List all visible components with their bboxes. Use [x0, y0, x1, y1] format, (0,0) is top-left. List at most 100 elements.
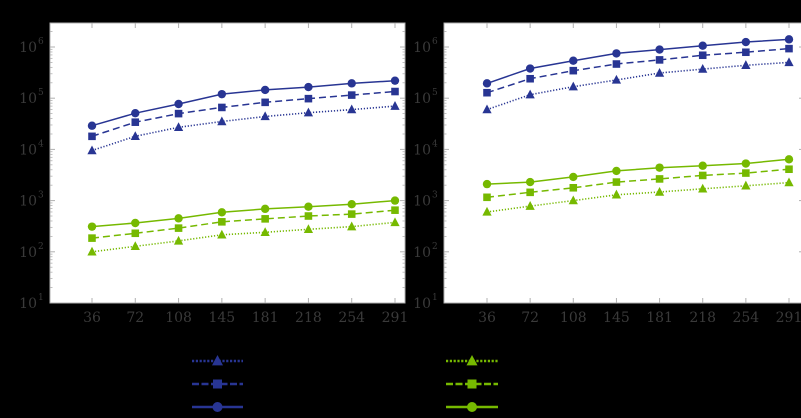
legend-entry-blue-circle: [192, 402, 243, 412]
marker-square-icon: [261, 98, 269, 107]
marker-triangle-icon: [654, 186, 665, 196]
series-line: [91, 209, 396, 239]
marker-circle-icon: [347, 79, 356, 88]
y-tick-exponent: 3: [432, 191, 438, 201]
marker-circle-icon: [612, 49, 621, 58]
marker-triangle-icon: [611, 74, 622, 84]
x-tick-label: 254: [732, 310, 759, 326]
series-line: [91, 79, 396, 127]
marker-circle-icon: [390, 76, 400, 85]
marker-circle-icon: [217, 89, 227, 99]
y-tick-label: 10: [413, 91, 431, 107]
series-blue-square-dashed: [88, 87, 399, 141]
marker-square-icon: [131, 118, 140, 126]
y-tick-label: 10: [19, 91, 37, 107]
marker-square-icon: [218, 103, 226, 112]
y-tick-label: 10: [413, 296, 431, 312]
marker-triangle-icon: [390, 217, 400, 227]
marker-triangle-icon: [741, 180, 751, 190]
legend: [192, 354, 498, 412]
legend-entry-green-circle: [446, 402, 498, 412]
series-green-circle-solid: [482, 155, 794, 189]
y-tick-label: 10: [413, 40, 431, 56]
series-green-circle-solid: [87, 196, 400, 231]
series-line: [486, 181, 790, 213]
series-line: [486, 168, 790, 199]
marker-triangle-icon: [525, 201, 535, 210]
marker-circle-icon: [612, 166, 621, 176]
marker-triangle-icon: [568, 195, 578, 205]
x-tick-label: 291: [382, 310, 409, 326]
y-tick-label: 10: [413, 142, 431, 158]
marker-square-icon: [483, 88, 491, 97]
legend-entry-blue-square: [192, 379, 243, 389]
marker-circle-icon: [784, 155, 794, 164]
y-tick-exponent: 6: [432, 37, 438, 47]
marker-square-icon: [174, 109, 183, 118]
marker-square-icon: [526, 74, 534, 83]
marker-circle-icon: [569, 56, 578, 65]
x-tick-label: 218: [689, 310, 716, 326]
series-line: [91, 199, 396, 228]
x-tick-label: 72: [126, 310, 144, 326]
marker-triangle-icon: [390, 101, 400, 110]
marker-square-icon: [612, 178, 621, 186]
y-tick-exponent: 3: [38, 191, 44, 201]
marker-circle-icon: [304, 82, 313, 92]
marker-triangle-icon: [212, 354, 223, 366]
marker-triangle-icon: [130, 241, 140, 251]
marker-triangle-icon: [568, 81, 578, 91]
marker-triangle-icon: [698, 64, 708, 73]
marker-square-icon: [655, 56, 664, 64]
series-green-square-dashed: [88, 206, 399, 242]
marker-circle-icon: [131, 108, 140, 118]
marker-square-icon: [526, 188, 534, 197]
y-tick-exponent: 1: [432, 293, 438, 303]
marker-circle-icon: [304, 202, 313, 211]
y-tick-exponent: 5: [432, 88, 438, 98]
y-tick-label: 10: [19, 40, 37, 56]
marker-triangle-icon: [173, 122, 184, 132]
series-line: [486, 158, 790, 185]
x-tick-label: 36: [83, 310, 101, 326]
x-axis: 36 72 108 145 181 218 254 291: [478, 23, 801, 326]
x-tick-label: 145: [603, 310, 630, 326]
marker-circle-icon: [784, 35, 794, 44]
marker-square-icon: [483, 193, 491, 202]
legend-entry-blue-triangle: [192, 354, 243, 366]
marker-circle-icon: [390, 196, 400, 205]
marker-triangle-icon: [260, 227, 270, 237]
plot-area: [49, 22, 406, 304]
marker-triangle-icon: [482, 206, 492, 216]
marker-square-icon: [218, 218, 226, 226]
marker-circle-icon: [467, 402, 477, 412]
marker-triangle-icon: [217, 116, 227, 126]
marker-circle-icon: [87, 121, 97, 130]
marker-square-icon: [785, 44, 793, 53]
y-tick-exponent: 2: [38, 242, 44, 252]
marker-circle-icon: [260, 85, 270, 95]
marker-circle-icon: [698, 41, 707, 50]
marker-square-icon: [569, 183, 578, 192]
marker-triangle-icon: [698, 183, 708, 193]
series-blue-triangle-dotted: [482, 57, 794, 114]
y-tick-exponent: 5: [38, 88, 44, 98]
marker-square-icon: [612, 60, 621, 68]
marker-triangle-icon: [347, 221, 357, 231]
y-tick-label: 10: [19, 296, 37, 312]
x-tick-label: 108: [560, 310, 587, 326]
series-green-square-dashed: [483, 165, 793, 202]
marker-circle-icon: [347, 200, 356, 209]
marker-square-icon: [88, 234, 96, 242]
marker-square-icon: [88, 132, 96, 141]
marker-triangle-icon: [173, 235, 184, 245]
marker-triangle-icon: [611, 189, 622, 199]
y-tick-exponent: 6: [38, 37, 44, 47]
marker-square-icon: [698, 51, 707, 60]
marker-square-icon: [347, 210, 356, 218]
marker-triangle-icon: [303, 107, 314, 117]
marker-circle-icon: [260, 204, 270, 214]
